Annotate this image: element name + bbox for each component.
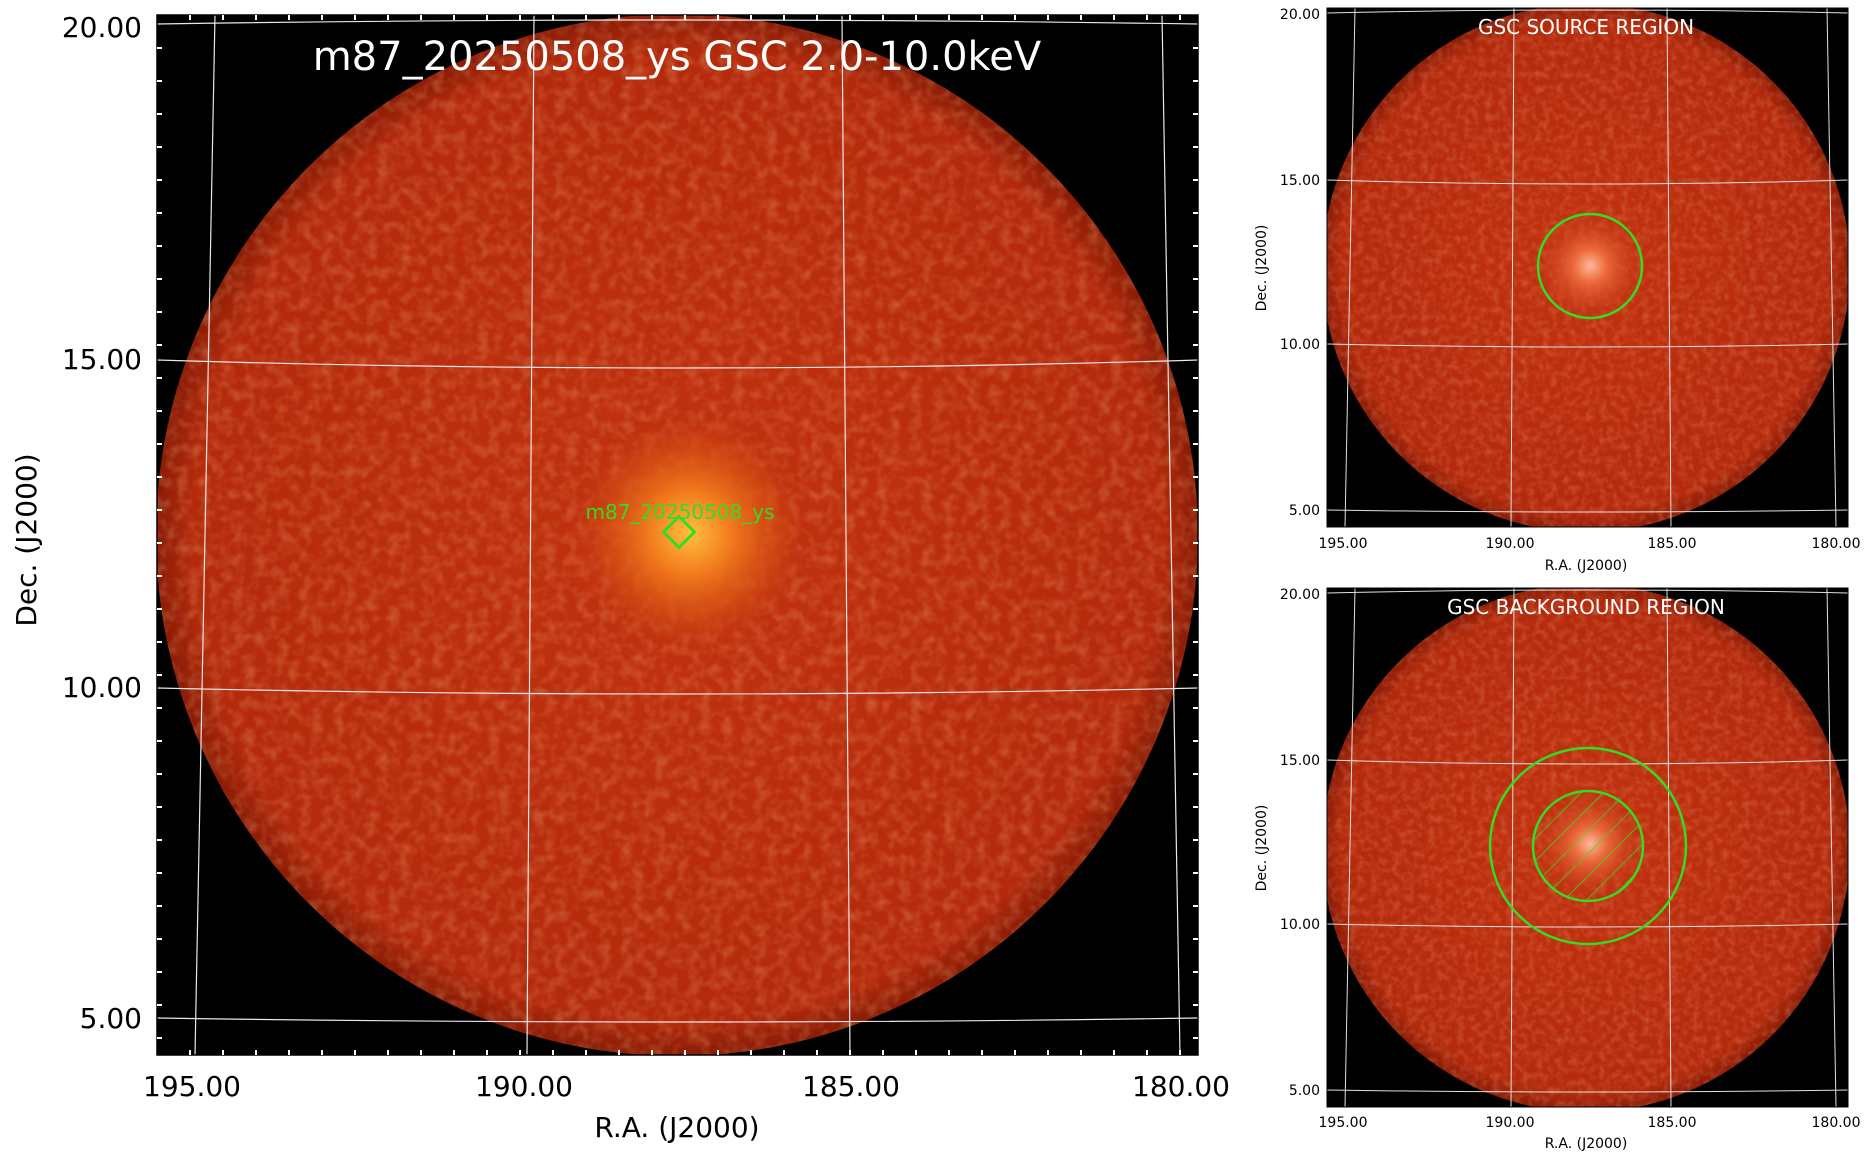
x-tick-label: 180.00 bbox=[1812, 1115, 1861, 1131]
y-axis-label: Dec. (J2000) bbox=[10, 453, 43, 626]
y-tick-label: 5.00 bbox=[1289, 1083, 1320, 1099]
x-tick-label: 190.00 bbox=[1486, 536, 1535, 552]
panel-frame bbox=[1326, 7, 1849, 528]
source-label: m87_20250508_ys bbox=[586, 500, 775, 524]
panel-frame bbox=[1326, 587, 1849, 1108]
x-tick-label: 195.00 bbox=[1319, 1115, 1368, 1131]
main-image-panel: m87_20250508_ys m87_20250508_ys GSC 2.0-… bbox=[10, 11, 1230, 1144]
x-tick-label: 180.00 bbox=[1132, 1070, 1230, 1103]
y-tick-label: 15.00 bbox=[1280, 753, 1320, 769]
excluded-source-region bbox=[1531, 789, 1645, 903]
y-tick-label: 20.00 bbox=[62, 11, 142, 44]
x-tick-label: 190.00 bbox=[475, 1070, 573, 1103]
x-tick-label: 195.00 bbox=[143, 1070, 241, 1103]
source-region-panel: GSC SOURCE REGION 20.00 15.00 10.00 5.00… bbox=[1254, 7, 1861, 574]
x-tick-label: 185.00 bbox=[1648, 536, 1697, 552]
x-tick-label: 185.00 bbox=[802, 1070, 900, 1103]
y-tick-label: 15.00 bbox=[62, 343, 142, 376]
x-tick-label: 190.00 bbox=[1486, 1115, 1535, 1131]
background-region-panel: GSC BACKGROUND REGION 20.00 15.00 10.00 … bbox=[1254, 587, 1861, 1152]
panel-title: GSC BACKGROUND REGION bbox=[1447, 595, 1725, 619]
background-annulus-outer bbox=[1488, 746, 1688, 946]
x-tick-label: 185.00 bbox=[1648, 1115, 1697, 1131]
m87-hotspot bbox=[1535, 211, 1645, 321]
y-tick-label: 10.00 bbox=[1280, 917, 1320, 933]
x-tick-label: 195.00 bbox=[1319, 536, 1368, 552]
main-frame bbox=[156, 14, 1199, 1056]
coordinate-grid bbox=[157, 15, 1198, 1055]
y-tick-label: 15.00 bbox=[1280, 173, 1320, 189]
y-tick-label: 20.00 bbox=[1280, 587, 1320, 603]
y-tick-label: 20.00 bbox=[1280, 7, 1320, 23]
source-region-circle bbox=[1536, 212, 1644, 320]
source-marker-diamond bbox=[661, 514, 697, 550]
x-tick-label: 180.00 bbox=[1812, 536, 1861, 552]
y-axis-label: Dec. (J2000) bbox=[1254, 225, 1270, 312]
y-axis-label: Dec. (J2000) bbox=[1254, 805, 1270, 892]
main-title: m87_20250508_ys GSC 2.0-10.0keV bbox=[313, 34, 1042, 80]
coordinate-grid bbox=[1327, 588, 1848, 1107]
x-axis-label: R.A. (J2000) bbox=[1545, 1136, 1628, 1152]
x-axis-label: R.A. (J2000) bbox=[594, 1111, 759, 1144]
y-tick-label: 5.00 bbox=[80, 1002, 142, 1035]
m87-hotspot bbox=[570, 413, 810, 653]
panel-title: GSC SOURCE REGION bbox=[1478, 15, 1694, 39]
coordinate-grid bbox=[1327, 8, 1848, 527]
y-tick-label: 10.00 bbox=[1280, 337, 1320, 353]
y-tick-label: 5.00 bbox=[1289, 503, 1320, 519]
x-axis-label: R.A. (J2000) bbox=[1545, 558, 1628, 574]
y-tick-label: 10.00 bbox=[62, 671, 142, 704]
